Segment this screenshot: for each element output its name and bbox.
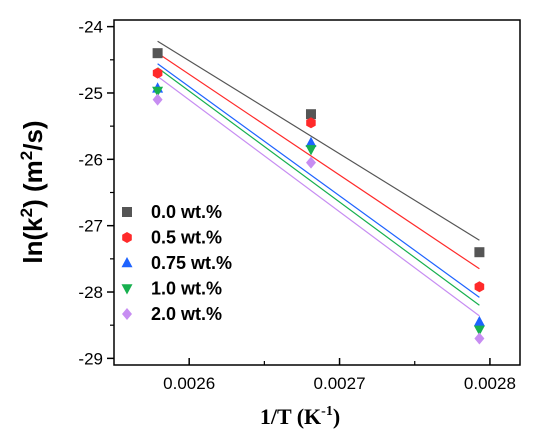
fit-line <box>157 63 480 298</box>
axis-ticks: 0.0026 0.0027 0.0028 -24 -25 -26 -27 -28 -29 <box>78 18 516 393</box>
fit-line <box>157 75 480 317</box>
x-tick-label: 0.0027 <box>314 374 366 393</box>
data-point <box>305 145 317 156</box>
legend-label: 0.75 wt.% <box>151 253 232 273</box>
y-tick-label: -28 <box>78 283 103 302</box>
data-point <box>305 109 316 120</box>
legend-marker <box>122 308 132 320</box>
x-tick-label: 0.0026 <box>163 374 215 393</box>
data-point <box>306 117 316 129</box>
fit-line <box>157 40 480 241</box>
x-tick-label: 0.0028 <box>464 374 516 393</box>
y-tick-label: -25 <box>78 84 103 103</box>
legend-label: 0.0 wt.% <box>151 202 222 222</box>
fit-lines <box>157 40 480 317</box>
data-point <box>474 281 485 293</box>
legend-label: 0.5 wt.% <box>151 228 222 248</box>
data-points <box>152 48 485 345</box>
legend-marker <box>121 284 133 295</box>
data-point <box>152 86 164 97</box>
data-point <box>152 67 163 79</box>
legend: 0.0 wt.% 0.5 wt.% 0.75 wt.% 1.0 wt.% 2.0 wt.… <box>121 202 232 324</box>
legend-label: 1.0 wt.% <box>151 279 222 299</box>
fit-line <box>157 52 480 270</box>
y-axis-label: ln(k2) (m2/s) <box>17 120 48 263</box>
legend-marker <box>121 257 133 268</box>
data-point <box>306 156 316 169</box>
y-tick-label: -26 <box>78 150 103 169</box>
y-tick-label: -24 <box>78 18 103 37</box>
y-tick-label: -27 <box>78 217 103 236</box>
legend-label: 2.0 wt.% <box>151 304 222 324</box>
data-point <box>474 247 485 258</box>
data-point <box>474 332 485 345</box>
data-point <box>152 48 163 59</box>
data-point <box>152 93 163 106</box>
data-point <box>473 325 485 336</box>
data-point <box>473 315 485 327</box>
x-axis-label: 1/T (K-1) <box>260 404 340 429</box>
y-tick-label: -29 <box>78 349 103 368</box>
legend-marker <box>122 232 132 243</box>
legend-marker <box>122 207 132 217</box>
data-point <box>305 136 317 147</box>
fit-line <box>157 67 480 306</box>
